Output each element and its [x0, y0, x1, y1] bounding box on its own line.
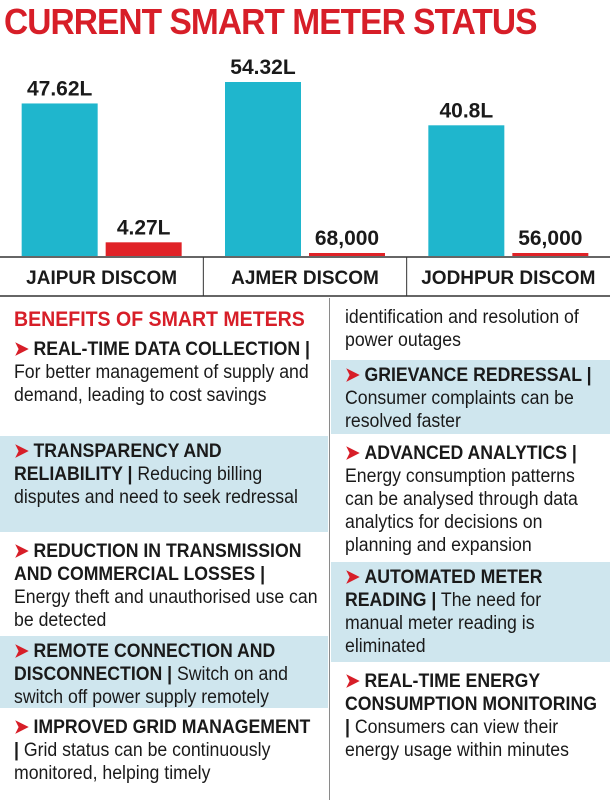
benefit-item-continued: identification and resolution of power o… [331, 306, 610, 386]
benefit-item: ➤ REAL-TIME DATA COLLECTION | For better … [0, 338, 328, 432]
arrow-icon: ➤ [345, 671, 360, 692]
benefit-item: ➤ REAL-TIME ENERGY CONSUMPTION MONITORING… [331, 666, 610, 800]
benefit-text: Energy theft and unauthorised use can be… [14, 587, 318, 631]
category-label: JAIPUR DISCOM [26, 268, 177, 289]
bar [309, 253, 385, 256]
benefit-text: identification and resolution of power o… [345, 307, 579, 351]
bar-chart: 47.62L 4.27L JAIPUR DISCOM 54.32L 68,000 AJME… [0, 56, 610, 297]
benefit-text: Switch on and switch off power supply re… [14, 664, 289, 708]
data-label: 47.62L [27, 77, 93, 100]
data-label: 56,000 [518, 227, 582, 250]
benefit-heading: REAL-TIME DATA COLLECTION | [33, 339, 310, 360]
arrow-icon: ➤ [14, 541, 29, 562]
data-label: 4.27L [117, 216, 171, 239]
benefit-item: ➤ GRIEVANCE REDRESSAL | Consumer complain… [331, 360, 610, 434]
benefit-item: ➤ REDUCTION IN TRANSMISSION AND COMMERCIA… [0, 536, 328, 632]
category-label: JODHPUR DISCOM [421, 268, 595, 289]
benefits-title: BENEFITS OF SMART METERS [14, 308, 305, 331]
bar [225, 82, 301, 256]
benefit-heading: REMOTE CONNECTION AND DISCONNECTION | [14, 641, 276, 685]
benefit-heading: REDUCTION IN TRANSMISSION AND COMMERCIAL… [14, 541, 302, 585]
arrow-icon: ➤ [14, 339, 29, 360]
benefit-heading: GRIEVANCE REDRESSAL | [364, 365, 592, 386]
benefit-text: Consumers can view their energy usage wi… [345, 717, 569, 761]
benefit-heading: ADVANCED ANALYTICS | [364, 443, 577, 464]
arrow-icon: ➤ [14, 441, 29, 462]
benefit-item: ➤ ADVANCED ANALYTICS | Energy consumption… [331, 438, 610, 558]
arrow-icon: ➤ [345, 365, 360, 386]
bar [105, 242, 182, 256]
benefit-text: Consumer complaints can be resolved fast… [345, 388, 574, 432]
arrow-icon: ➤ [14, 641, 29, 662]
benefit-heading: TRANSPARENCY AND RELIABILITY | [14, 441, 222, 485]
data-label: 54.32L [230, 56, 296, 79]
benefit-item: ➤ AUTOMATED METER READING | The need for … [331, 562, 610, 662]
benefit-item: ➤ IMPROVED GRID MANAGEMENT | Grid status … [0, 712, 328, 800]
arrow-icon: ➤ [345, 443, 360, 464]
benefit-heading: IMPROVED GRID MANAGEMENT | [14, 717, 311, 761]
benefit-text: The need for manual meter reading is eli… [345, 590, 542, 657]
arrow-icon: ➤ [14, 717, 29, 738]
bar [21, 103, 98, 257]
bar [512, 253, 589, 256]
benefits-panel: BENEFITS OF SMART METERS ➤ REAL-TIME DATA… [0, 298, 610, 800]
bar [428, 125, 505, 257]
arrow-icon: ➤ [345, 567, 360, 588]
data-label: 68,000 [315, 227, 379, 250]
benefit-text: Grid status can be continuously monitore… [14, 740, 271, 784]
benefit-text: For better management of supply and dema… [14, 362, 309, 406]
benefit-heading: REAL-TIME ENERGY CONSUMPTION MONITORING … [345, 671, 597, 738]
data-label: 40.8L [439, 99, 493, 122]
benefit-heading: AUTOMATED METER READING | [345, 567, 543, 611]
category-label: AJMER DISCOM [231, 268, 379, 289]
page-title: CURRENT SMART METER STATUS [4, 1, 537, 42]
benefit-item: ➤ TRANSPARENCY AND RELIABILITY | Reducing… [0, 436, 328, 532]
benefit-item: ➤ REMOTE CONNECTION AND DISCONNECTION | S… [0, 636, 328, 708]
column-divider-line [329, 298, 330, 800]
benefit-text: Reducing billing disputes and need to se… [14, 464, 298, 508]
benefit-text: Energy consumption patterns can be analy… [345, 466, 578, 556]
